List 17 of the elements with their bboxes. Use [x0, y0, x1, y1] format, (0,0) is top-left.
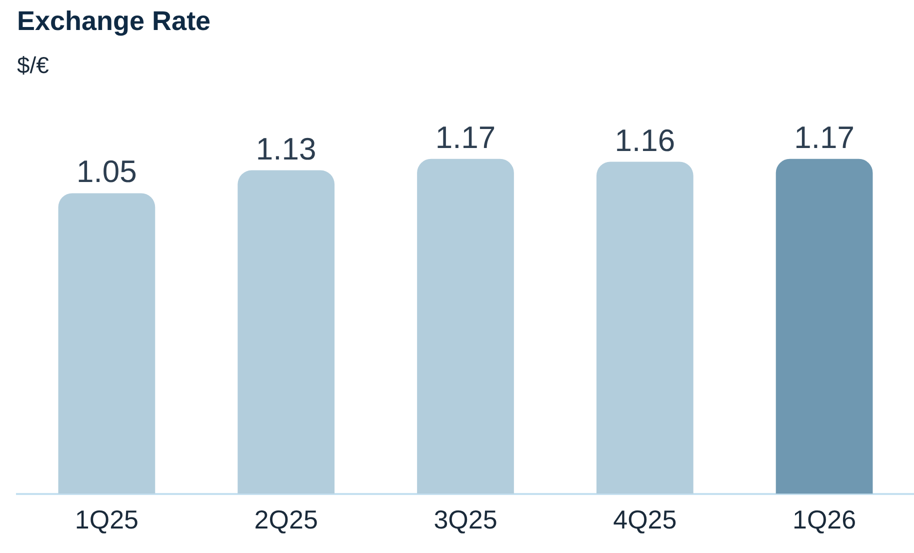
bar [417, 158, 514, 494]
data-label: 1.16 [614, 122, 676, 158]
chart-title: Exchange Rate [17, 6, 211, 37]
chart-subtitle: $/€ [17, 52, 49, 79]
bar [238, 170, 335, 494]
data-label: 1.05 [76, 154, 137, 190]
data-label: 1.13 [256, 131, 316, 166]
data-label: 1.17 [435, 120, 496, 155]
bar [58, 193, 156, 494]
x-tick-label: 3Q25 [434, 504, 498, 535]
x-tick-label: 1Q25 [74, 504, 139, 535]
bar [776, 158, 873, 494]
x-tick-label: 2Q25 [254, 504, 318, 535]
x-tick-label: 4Q25 [613, 504, 677, 535]
data-label: 1.17 [794, 120, 854, 155]
x-tick-label: 1Q26 [792, 504, 856, 535]
bar [596, 162, 694, 494]
